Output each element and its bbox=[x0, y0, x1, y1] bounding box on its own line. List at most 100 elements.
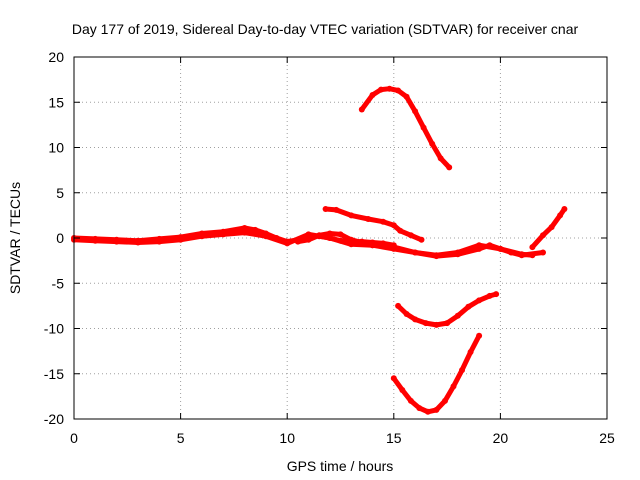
data-point bbox=[241, 229, 248, 236]
data-point bbox=[420, 124, 427, 131]
data-point bbox=[369, 92, 376, 98]
data-point bbox=[92, 237, 99, 244]
data-point bbox=[416, 405, 423, 412]
data-point bbox=[333, 206, 340, 213]
data-point bbox=[262, 233, 269, 240]
series-arc-upper-small bbox=[322, 206, 425, 243]
data-point bbox=[540, 232, 546, 239]
data-point bbox=[454, 312, 461, 319]
data-point bbox=[529, 244, 536, 251]
data-point bbox=[418, 236, 425, 243]
x-tick-label: 15 bbox=[386, 430, 402, 446]
data-point bbox=[380, 218, 387, 225]
data-point bbox=[493, 291, 500, 298]
data-point bbox=[365, 216, 372, 222]
data-point bbox=[407, 232, 414, 239]
data-point bbox=[348, 212, 355, 219]
data-point bbox=[459, 367, 465, 374]
series-arc-low-1 bbox=[395, 291, 500, 328]
data-point bbox=[399, 387, 406, 393]
data-point bbox=[378, 86, 384, 93]
x-tick-label: 20 bbox=[493, 430, 509, 446]
data-point bbox=[424, 408, 431, 415]
data-point bbox=[444, 320, 451, 327]
y-tick-label: 5 bbox=[56, 185, 64, 201]
data-point bbox=[135, 239, 141, 246]
data-point bbox=[433, 253, 440, 260]
data-point bbox=[465, 303, 472, 310]
data-point bbox=[497, 245, 504, 252]
series-arc-high bbox=[358, 85, 453, 171]
data-point bbox=[403, 93, 410, 100]
x-tick-label: 25 bbox=[599, 430, 615, 446]
y-tick-label: 20 bbox=[48, 49, 64, 65]
data-point bbox=[412, 108, 419, 115]
data-point bbox=[369, 242, 376, 249]
series-arc-mid bbox=[294, 230, 546, 260]
data-point bbox=[548, 224, 555, 231]
data-point bbox=[557, 212, 564, 219]
data-point bbox=[322, 206, 329, 212]
x-axis-label: GPS time / hours bbox=[287, 458, 394, 474]
y-tick-label: 10 bbox=[48, 140, 64, 156]
data-point bbox=[454, 251, 461, 258]
data-point bbox=[422, 320, 429, 327]
data-point bbox=[561, 206, 568, 212]
data-point bbox=[395, 302, 402, 309]
x-tick-label: 0 bbox=[70, 430, 78, 446]
data-point bbox=[326, 230, 333, 237]
data-point bbox=[305, 236, 312, 243]
data-point bbox=[316, 232, 323, 239]
data-point bbox=[442, 397, 448, 404]
x-tick-label: 5 bbox=[177, 430, 185, 446]
data-point bbox=[446, 164, 453, 171]
data-point bbox=[433, 321, 440, 328]
data-point bbox=[450, 383, 457, 390]
data-point bbox=[508, 249, 515, 256]
data-point bbox=[177, 236, 184, 243]
data-point bbox=[305, 231, 312, 238]
series-arc-rising-end bbox=[529, 206, 568, 251]
x-tick-label: 10 bbox=[279, 430, 295, 446]
data-point bbox=[348, 241, 355, 248]
data-point bbox=[467, 349, 474, 355]
y-tick-label: 0 bbox=[56, 230, 64, 246]
data-point bbox=[294, 238, 301, 245]
data-point bbox=[386, 85, 393, 92]
data-point bbox=[412, 316, 419, 323]
data-point bbox=[390, 222, 397, 229]
data-point bbox=[476, 297, 483, 304]
grid-lines bbox=[74, 57, 607, 419]
data-point bbox=[518, 252, 525, 259]
data-point bbox=[397, 227, 404, 234]
data-point bbox=[348, 236, 355, 243]
data-point bbox=[486, 242, 493, 249]
data-point bbox=[284, 240, 291, 247]
data-series bbox=[71, 85, 568, 415]
data-point bbox=[476, 332, 483, 339]
series-line bbox=[359, 86, 452, 170]
data-point bbox=[403, 311, 410, 317]
data-point bbox=[358, 106, 365, 113]
data-point bbox=[198, 233, 205, 240]
data-point bbox=[433, 406, 440, 413]
data-point bbox=[220, 231, 227, 238]
data-point bbox=[429, 140, 436, 147]
y-tick-label: -20 bbox=[44, 411, 64, 427]
data-point bbox=[156, 238, 163, 245]
y-tick-label: 15 bbox=[48, 94, 64, 110]
data-point bbox=[437, 155, 444, 162]
axis-ticks: 0 5 10 15 20 25 -20 -15 -10 -5 0 5 10 15 20 bbox=[44, 49, 615, 446]
data-point bbox=[252, 226, 259, 233]
series-arc-low-2 bbox=[390, 332, 483, 415]
data-point bbox=[540, 249, 546, 256]
data-point bbox=[407, 397, 414, 404]
y-tick-label: -10 bbox=[44, 321, 64, 337]
y-axis-label: SDTVAR / TECUs bbox=[7, 182, 23, 294]
data-point bbox=[395, 87, 402, 94]
data-point bbox=[390, 375, 397, 382]
data-point bbox=[337, 231, 344, 238]
data-point bbox=[241, 225, 248, 231]
chart-title: Day 177 of 2019, Sidereal Day-to-day VTE… bbox=[72, 21, 579, 37]
data-point bbox=[326, 235, 333, 241]
